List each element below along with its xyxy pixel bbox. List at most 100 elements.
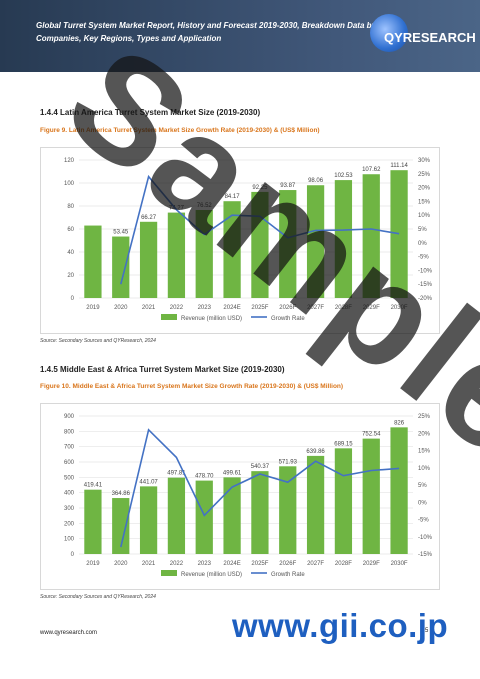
bar-value-label: 497.81 xyxy=(167,471,186,477)
qyresearch-logo-icon xyxy=(370,14,408,52)
bar-value-label: 84.17 xyxy=(225,194,241,200)
section-title-mea: 1.4.5 Middle East & Africa Turret System… xyxy=(40,365,285,374)
bar xyxy=(279,466,297,554)
y2-tick-label: 10% xyxy=(418,466,431,472)
x-tick-label: 2020 xyxy=(114,561,128,567)
bar xyxy=(251,471,269,554)
page-number: 5 xyxy=(425,628,429,634)
y-tick-label: 20 xyxy=(67,273,74,279)
y2-tick-label: 30% xyxy=(418,158,431,164)
x-tick-label: 2024E xyxy=(223,305,240,311)
bar-value-label: 826 xyxy=(394,420,405,426)
x-tick-label: 2026F xyxy=(279,561,296,567)
x-tick-label: 2029F xyxy=(363,305,380,311)
bar-value-label: 639.86 xyxy=(306,449,325,455)
y2-tick-label: -10% xyxy=(418,268,433,274)
chart-mea: 0 100 200 300 400 500 600 700 800 900 -15% -10% -5% 0… xyxy=(40,403,440,590)
x-tick-label: 2024E xyxy=(223,561,240,567)
x-tick-label: 2020 xyxy=(114,305,128,311)
y2-tick-label: -5% xyxy=(418,255,429,261)
y2-tick-label: -20% xyxy=(418,296,433,302)
y2-tick-label: 25% xyxy=(418,172,431,178)
chart-svg: 0 20 40 60 80 100 120 -20% -15% -10% -5% 0% 5% 10% 15%… xyxy=(64,158,433,322)
bar-value-label: 66.27 xyxy=(141,215,157,221)
growth-rate-line xyxy=(120,174,400,285)
y2-tick-label: 0% xyxy=(418,241,427,247)
y-tick-label: 40 xyxy=(67,250,74,256)
y-tick-label: 800 xyxy=(64,429,75,435)
x-tick-label: 2025F xyxy=(251,305,268,311)
y-tick-label: 80 xyxy=(67,204,74,210)
y-tick-label: 60 xyxy=(67,227,74,233)
y2-tick-label: -10% xyxy=(418,535,433,541)
bar-value-label: 111.14 xyxy=(390,163,408,169)
y-tick-label: 400 xyxy=(64,491,75,497)
y2-tick-label: 10% xyxy=(418,213,431,219)
y-tick-label: 100 xyxy=(64,181,75,187)
bar xyxy=(112,236,130,298)
x-tick-label: 2028F xyxy=(335,305,352,311)
bar xyxy=(139,221,158,298)
y2-tick-label: 20% xyxy=(418,186,431,192)
bar-value-label: 419.41 xyxy=(84,483,103,489)
bar xyxy=(112,498,130,554)
y-tick-label: 200 xyxy=(64,521,75,527)
x-tick-label: 2025F xyxy=(251,561,268,567)
gii-watermark: www.gii.co.jp xyxy=(232,607,449,644)
x-tick-label: 2019 xyxy=(86,561,100,567)
y-tick-label: 300 xyxy=(64,506,75,512)
footer-url[interactable]: www.qyresearch.com xyxy=(40,630,98,636)
legend-bar-swatch xyxy=(161,314,177,320)
bar-value-label: 499.61 xyxy=(223,470,242,476)
bar-value-label: 74.27 xyxy=(169,206,185,212)
x-tick-label: 2029F xyxy=(363,561,380,567)
y2-tick-label: 5% xyxy=(418,227,427,233)
growth-rate-line xyxy=(120,428,400,548)
y-tick-label: 120 xyxy=(64,158,75,164)
y2-tick-label: -15% xyxy=(418,282,433,288)
bar xyxy=(390,427,408,554)
bar-value-label: 102.53 xyxy=(334,173,353,179)
legend-growth-rate: Growth Rate xyxy=(271,316,305,322)
x-tick-label: 2021 xyxy=(142,305,156,311)
bar xyxy=(139,486,158,554)
y-tick-label: 0 xyxy=(71,296,75,302)
bar-value-label: 571.93 xyxy=(279,459,298,465)
bar xyxy=(195,210,213,298)
legend-revenue: Revenue (million USD) xyxy=(181,316,242,322)
x-tick-label: 2022 xyxy=(170,305,184,311)
chart-latin-america: 0 20 40 60 80 100 120 -20% -15% -10% -5% 0% 5% 10% 15%… xyxy=(40,147,440,334)
bar-value-label: 540.37 xyxy=(251,464,270,470)
legend-growth-rate: Growth Rate xyxy=(271,572,305,578)
y-tick-label: 0 xyxy=(71,552,75,558)
bar xyxy=(390,170,408,298)
bar xyxy=(223,201,241,298)
bar xyxy=(167,212,186,298)
y2-tick-label: 20% xyxy=(418,431,431,437)
x-tick-label: 2021 xyxy=(142,561,156,567)
x-tick-label: 2027F xyxy=(307,561,324,567)
x-tick-label: 2022 xyxy=(170,561,184,567)
bar xyxy=(362,174,380,298)
x-tick-label: 2026F xyxy=(279,305,296,311)
source-mea: Source: Secondary Sources and QYResearch… xyxy=(40,594,156,600)
bar xyxy=(84,489,102,554)
x-tick-label: 2028F xyxy=(335,561,352,567)
bar xyxy=(279,190,297,298)
y-tick-label: 500 xyxy=(64,475,75,481)
bar-value-label: 752.54 xyxy=(362,432,381,438)
bar xyxy=(84,225,102,298)
x-tick-label: 2019 xyxy=(86,305,100,311)
bar xyxy=(167,477,186,554)
y2-tick-label: 5% xyxy=(418,483,427,489)
bar-value-label: 441.07 xyxy=(139,479,158,485)
legend-bar-swatch xyxy=(161,570,177,576)
y2-tick-label: 0% xyxy=(418,500,427,506)
bar-value-label: 93.87 xyxy=(280,183,296,189)
bar xyxy=(362,438,380,554)
legend-revenue: Revenue (million USD) xyxy=(181,572,242,578)
y-tick-label: 700 xyxy=(64,445,75,451)
y-tick-label: 900 xyxy=(64,414,75,420)
bar xyxy=(251,191,269,298)
x-tick-label: 2030F xyxy=(391,561,408,567)
